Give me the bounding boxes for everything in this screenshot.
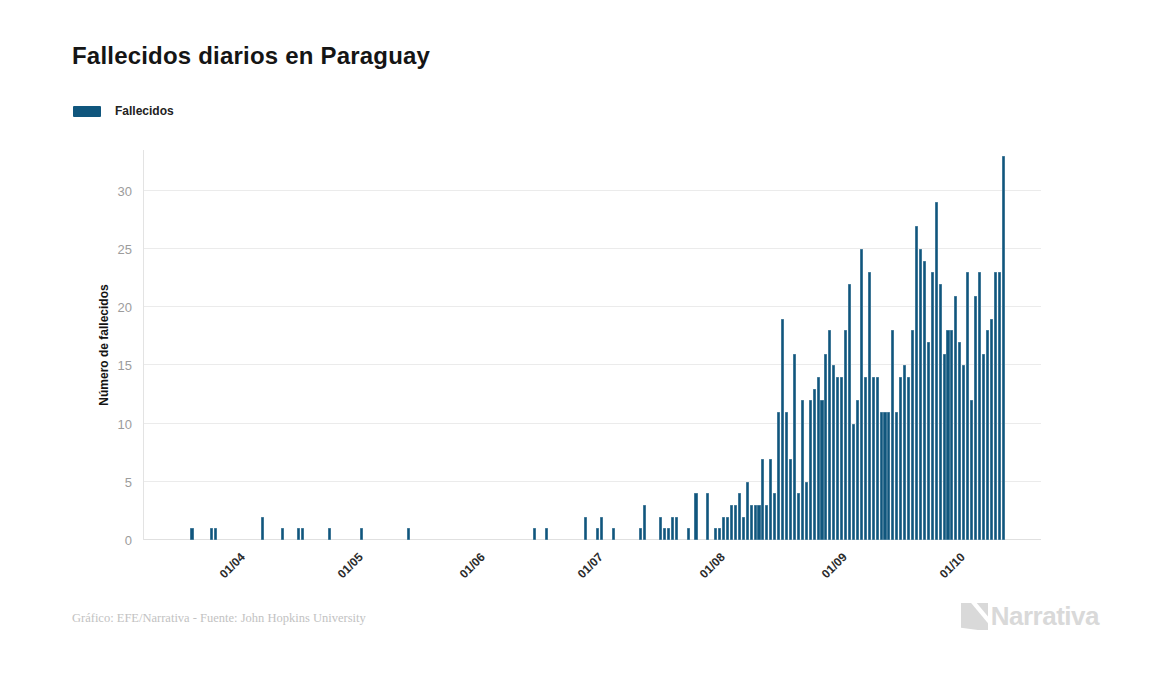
y-tick-label: 0 [125, 533, 132, 548]
y-tick-label: 5 [125, 474, 132, 489]
x-axis-tick-labels: 01/0401/0501/0601/0701/0801/0901/10 [189, 540, 1003, 590]
y-tick-label: 25 [118, 241, 132, 256]
y-tick-label: 20 [118, 300, 132, 315]
legend-label: Fallecidos [115, 104, 174, 118]
bars-container [190, 150, 1004, 540]
y-tick-label: 15 [118, 358, 132, 373]
y-tick-label: 30 [118, 183, 132, 198]
legend-item-fallecidos[interactable]: Fallecidos [73, 104, 174, 118]
y-axis-tick-labels: 051015202530 [96, 150, 136, 540]
y-tick-label: 10 [118, 416, 132, 431]
page-title: Fallecidos diarios en Paraguay [72, 42, 430, 70]
narrativa-logo: Narrativa [961, 601, 1099, 632]
chart-plot-area [143, 150, 1041, 540]
legend-swatch [73, 106, 101, 117]
bar-cell [1001, 150, 1005, 540]
narrativa-logo-icon [961, 603, 988, 630]
bar[interactable] [1002, 156, 1005, 540]
narrativa-logo-text: Narrativa [991, 601, 1099, 632]
footer-credit: Gráfico: EFE/Narrativa - Fuente: John Ho… [72, 611, 366, 626]
